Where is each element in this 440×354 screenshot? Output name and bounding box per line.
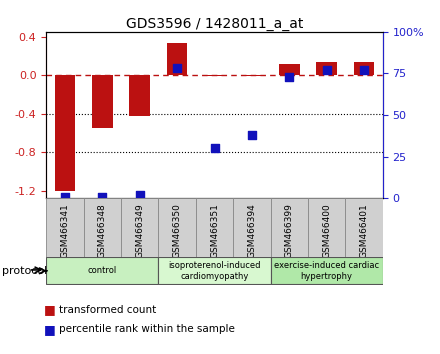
Bar: [242, 75, 262, 76]
Text: ■: ■: [44, 303, 56, 316]
Text: GSM466401: GSM466401: [359, 203, 369, 258]
Text: GSM466394: GSM466394: [247, 203, 257, 258]
FancyBboxPatch shape: [46, 257, 158, 284]
Text: GSM466399: GSM466399: [285, 203, 294, 258]
Text: isoproterenol-induced
cardiomyopathy: isoproterenol-induced cardiomyopathy: [168, 261, 261, 280]
Text: GSM466349: GSM466349: [135, 203, 144, 258]
Bar: [204, 75, 225, 76]
FancyBboxPatch shape: [121, 198, 158, 257]
FancyBboxPatch shape: [345, 198, 383, 257]
Point: [61, 194, 69, 199]
Text: GSM466348: GSM466348: [98, 203, 107, 258]
Point: [136, 192, 143, 198]
Point: [211, 145, 218, 151]
FancyBboxPatch shape: [46, 198, 84, 257]
Text: GSM466350: GSM466350: [172, 203, 182, 258]
Text: GSM466351: GSM466351: [210, 203, 219, 258]
FancyBboxPatch shape: [196, 198, 233, 257]
Text: GSM466400: GSM466400: [322, 203, 331, 258]
Bar: [316, 62, 337, 75]
Text: percentile rank within the sample: percentile rank within the sample: [59, 324, 235, 334]
Point: [361, 67, 368, 73]
FancyBboxPatch shape: [308, 198, 345, 257]
Text: transformed count: transformed count: [59, 305, 157, 315]
FancyBboxPatch shape: [158, 257, 271, 284]
FancyBboxPatch shape: [271, 198, 308, 257]
Point: [323, 67, 330, 73]
Point: [248, 132, 255, 138]
Title: GDS3596 / 1428011_a_at: GDS3596 / 1428011_a_at: [126, 17, 303, 31]
Bar: [279, 64, 300, 75]
Bar: [129, 75, 150, 115]
Text: GSM466341: GSM466341: [60, 203, 70, 258]
Text: ■: ■: [44, 323, 56, 336]
Bar: [55, 75, 75, 190]
Bar: [167, 44, 187, 75]
Bar: [92, 75, 113, 128]
Text: exercise-induced cardiac
hypertrophy: exercise-induced cardiac hypertrophy: [274, 261, 379, 280]
FancyBboxPatch shape: [271, 257, 383, 284]
FancyBboxPatch shape: [84, 198, 121, 257]
FancyBboxPatch shape: [233, 198, 271, 257]
Point: [99, 194, 106, 199]
Text: protocol: protocol: [2, 266, 48, 276]
Bar: [354, 62, 374, 75]
Point: [173, 65, 181, 71]
FancyBboxPatch shape: [158, 198, 196, 257]
Text: control: control: [88, 266, 117, 275]
Point: [286, 74, 293, 80]
